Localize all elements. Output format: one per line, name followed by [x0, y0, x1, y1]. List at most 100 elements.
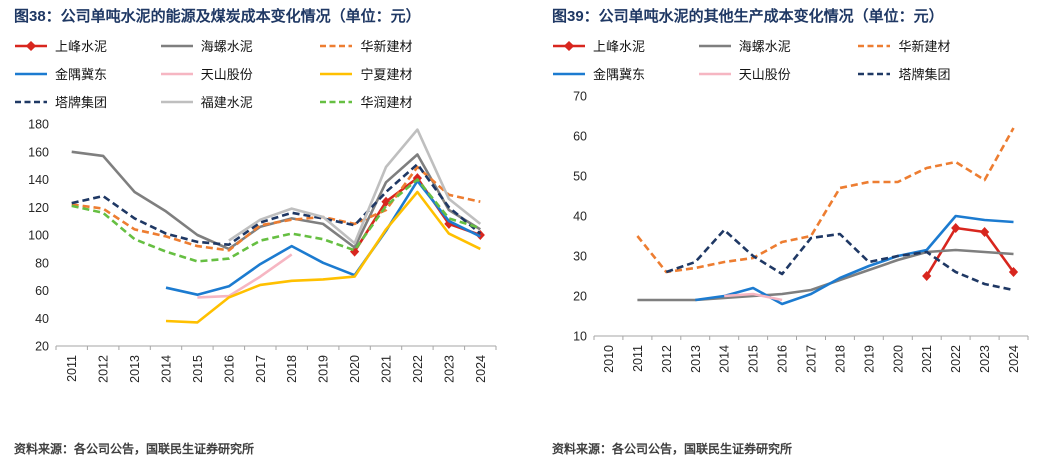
legend-label: 宁夏建材 [360, 67, 413, 82]
svg-text:2011: 2011 [631, 345, 645, 372]
legend-label: 上峰水泥 [593, 39, 646, 54]
figure-38-chart: 20 40 60 80 100 120 140 160 180 2011 2012 2013 2014 2… [14, 114, 522, 409]
legend-item-天山股份: 天山股份 [160, 64, 320, 83]
svg-text:2019: 2019 [317, 355, 331, 383]
svg-text:2013: 2013 [128, 355, 142, 383]
svg-text:50: 50 [573, 170, 587, 184]
figure-38-panel: 图38：公司单吨水泥的能源及煤炭成本变化情况（单位：元） 上峰水泥 海螺水泥 华新建… [14, 8, 522, 456]
figure-39-panel: 图39：公司单吨水泥的其他生产成本变化情况（单位：元） 上峰水泥 海螺水泥 华新建材… [530, 0, 1049, 467]
svg-text:70: 70 [573, 90, 587, 104]
legend-item-塔牌集团: 塔牌集团 [14, 92, 160, 111]
legend-item-上峰水泥: 上峰水泥 [552, 36, 698, 55]
legend-line-swatch-icon [160, 44, 193, 47]
line-chart-svg: 10 20 30 40 50 60 70 2010 2011 2012 2013 2014 2015 20… [573, 90, 1029, 373]
figure-38-source: 资料来源：各公司公告，国联民生证券研究所 [14, 442, 255, 456]
legend-line-swatch-icon [698, 44, 731, 47]
svg-text:2016: 2016 [222, 355, 236, 383]
svg-text:80: 80 [35, 256, 49, 270]
legend-item-金隅冀东: 金隅冀东 [552, 64, 698, 83]
svg-text:60: 60 [573, 130, 587, 144]
svg-text:2023: 2023 [978, 345, 992, 373]
svg-text:2014: 2014 [718, 345, 732, 373]
line-chart-svg: 20 40 60 80 100 120 140 160 180 2011 2012 2013 2014 2… [28, 118, 497, 383]
figure-39-legend: 上峰水泥 海螺水泥 华新建材金隅冀东 天山股份 塔牌集团 [552, 36, 1022, 83]
legend-item-华润建材: 华润建材 [319, 92, 484, 111]
svg-text:2015: 2015 [191, 355, 205, 383]
legend-line-swatch-icon [160, 100, 193, 103]
legend-label: 海螺水泥 [200, 39, 253, 54]
svg-text:2017: 2017 [254, 355, 268, 383]
svg-text:2024: 2024 [474, 355, 488, 383]
legend-line-swatch-icon [320, 72, 353, 75]
legend-line-swatch-icon [858, 44, 891, 47]
legend-label: 塔牌集团 [55, 95, 108, 110]
svg-text:180: 180 [28, 118, 49, 132]
svg-text:2014: 2014 [160, 355, 174, 383]
svg-text:2013: 2013 [689, 345, 703, 373]
svg-text:2021: 2021 [920, 345, 934, 373]
legend-item-海螺水泥: 海螺水泥 [698, 36, 858, 55]
svg-text:30: 30 [573, 250, 587, 264]
legend-label: 海螺水泥 [738, 39, 791, 54]
legend-line-swatch-icon [553, 40, 585, 51]
legend-line-swatch-icon [15, 100, 47, 103]
svg-text:2016: 2016 [776, 345, 790, 373]
svg-text:2020: 2020 [348, 355, 362, 383]
svg-text:40: 40 [573, 210, 587, 224]
legend-label: 上峰水泥 [55, 39, 108, 54]
svg-text:2021: 2021 [380, 355, 394, 383]
legend-line-swatch-icon [15, 40, 47, 51]
legend-label: 天山股份 [200, 67, 253, 82]
svg-text:2020: 2020 [891, 345, 905, 373]
svg-text:10: 10 [573, 330, 587, 344]
svg-text:2022: 2022 [411, 355, 425, 383]
diamond-marker-icon [563, 40, 575, 51]
legend-label: 天山股份 [738, 67, 791, 82]
legend-item-华新建材: 华新建材 [319, 36, 484, 55]
svg-text:160: 160 [28, 145, 49, 159]
legend-item-福建水泥: 福建水泥 [160, 92, 320, 111]
svg-text:2012: 2012 [97, 355, 111, 383]
svg-text:2011: 2011 [65, 355, 79, 382]
svg-text:120: 120 [28, 201, 49, 215]
figure-39-source: 资料来源：各公司公告，国联民生证券研究所 [552, 442, 793, 456]
legend-line-swatch-icon [160, 72, 193, 75]
legend-line-swatch-icon [553, 72, 585, 75]
legend-label: 塔牌集团 [898, 67, 951, 82]
legend-label: 金隅冀东 [55, 67, 108, 82]
svg-text:20: 20 [573, 290, 587, 304]
legend-label: 华新建材 [898, 39, 951, 54]
figure-38-title: 图38：公司单吨水泥的能源及煤炭成本变化情况（单位：元） [14, 8, 421, 25]
figure-38-legend: 上峰水泥 海螺水泥 华新建材金隅冀东 天山股份 宁夏建材塔牌集团 福建水泥 华润建材 [14, 36, 484, 111]
svg-text:2015: 2015 [747, 345, 761, 373]
legend-item-金隅冀东: 金隅冀东 [14, 64, 160, 83]
svg-text:20: 20 [35, 340, 49, 354]
svg-text:140: 140 [28, 173, 49, 187]
diamond-marker-icon [25, 40, 37, 51]
svg-text:100: 100 [28, 229, 49, 243]
svg-text:2019: 2019 [862, 345, 876, 373]
svg-text:60: 60 [35, 284, 49, 298]
legend-line-swatch-icon [698, 72, 731, 75]
svg-text:2024: 2024 [1007, 345, 1021, 373]
legend-item-塔牌集团: 塔牌集团 [857, 64, 1022, 83]
legend-item-上峰水泥: 上峰水泥 [14, 36, 160, 55]
svg-text:2018: 2018 [833, 345, 847, 373]
figure-39-chart: 10 20 30 40 50 60 70 2010 2011 2012 2013 2014 2015 20… [552, 86, 1041, 399]
svg-text:2023: 2023 [442, 355, 456, 383]
legend-label: 金隅冀东 [593, 67, 646, 82]
legend-label: 福建水泥 [200, 95, 253, 110]
svg-text:2022: 2022 [949, 345, 963, 373]
svg-text:2012: 2012 [660, 345, 674, 373]
svg-text:40: 40 [35, 312, 49, 326]
svg-text:2018: 2018 [285, 355, 299, 383]
legend-item-华新建材: 华新建材 [857, 36, 1022, 55]
legend-label: 华新建材 [360, 39, 413, 54]
legend-line-swatch-icon [858, 72, 891, 75]
legend-item-海螺水泥: 海螺水泥 [160, 36, 320, 55]
legend-line-swatch-icon [15, 72, 47, 75]
legend-line-swatch-icon [320, 44, 353, 47]
legend-item-宁夏建材: 宁夏建材 [319, 64, 484, 83]
legend-label: 华润建材 [360, 95, 413, 110]
